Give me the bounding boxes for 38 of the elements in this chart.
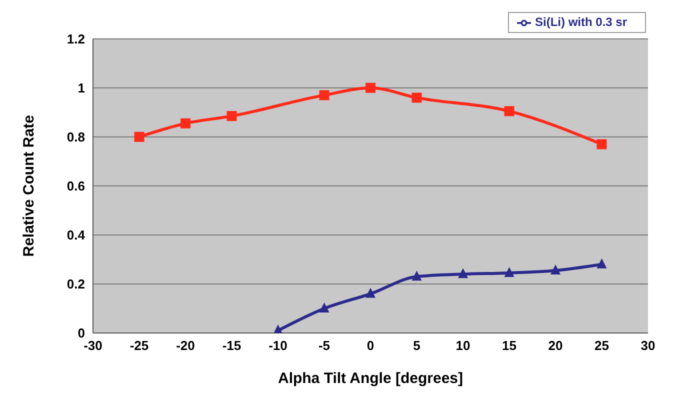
point [366, 288, 376, 298]
y-tick-label: 0.8 [66, 130, 85, 144]
point [596, 258, 607, 268]
x-tick-label: 0 [366, 338, 374, 354]
x-tick-label: 15 [502, 338, 516, 354]
point [366, 82, 376, 93]
x-tick-label: 25 [594, 338, 609, 354]
point [319, 302, 330, 312]
y-axis-title: Relative Count Rate [20, 115, 38, 257]
point [504, 106, 514, 116]
y-tick-label: 0.6 [66, 178, 85, 194]
x-axis-title: Alpha Tilt Angle [degrees] [278, 370, 464, 387]
point [180, 118, 190, 128]
point [596, 139, 607, 150]
point [226, 111, 237, 122]
point [550, 264, 560, 274]
y-tick-label: 1.2 [66, 31, 85, 46]
point [134, 132, 144, 142]
x-tick-label: -5 [318, 338, 330, 354]
legend-label: Si(Li) with 0.3 sr [534, 15, 627, 29]
point [458, 268, 468, 278]
point [504, 266, 514, 277]
y-tick-label: 0.2 [66, 276, 85, 292]
x-tick-label: 20 [548, 338, 563, 354]
y-tick-label: 0.4 [66, 228, 86, 243]
x-tick-label: -25 [130, 338, 149, 354]
x-tick-label: 10 [456, 338, 470, 354]
x-tick-label: 30 [640, 338, 656, 354]
x-tick-label: -30 [84, 338, 102, 354]
x-tick-label: 5 [413, 338, 420, 354]
point [412, 92, 422, 103]
x-tick-label: -20 [176, 338, 195, 354]
y-tick-label: 1 [78, 80, 85, 96]
point [412, 270, 422, 281]
x-tick-label: -15 [222, 338, 242, 354]
x-tick-label: -10 [268, 338, 288, 354]
y-tick-label: 0 [78, 326, 85, 341]
point [319, 90, 330, 100]
